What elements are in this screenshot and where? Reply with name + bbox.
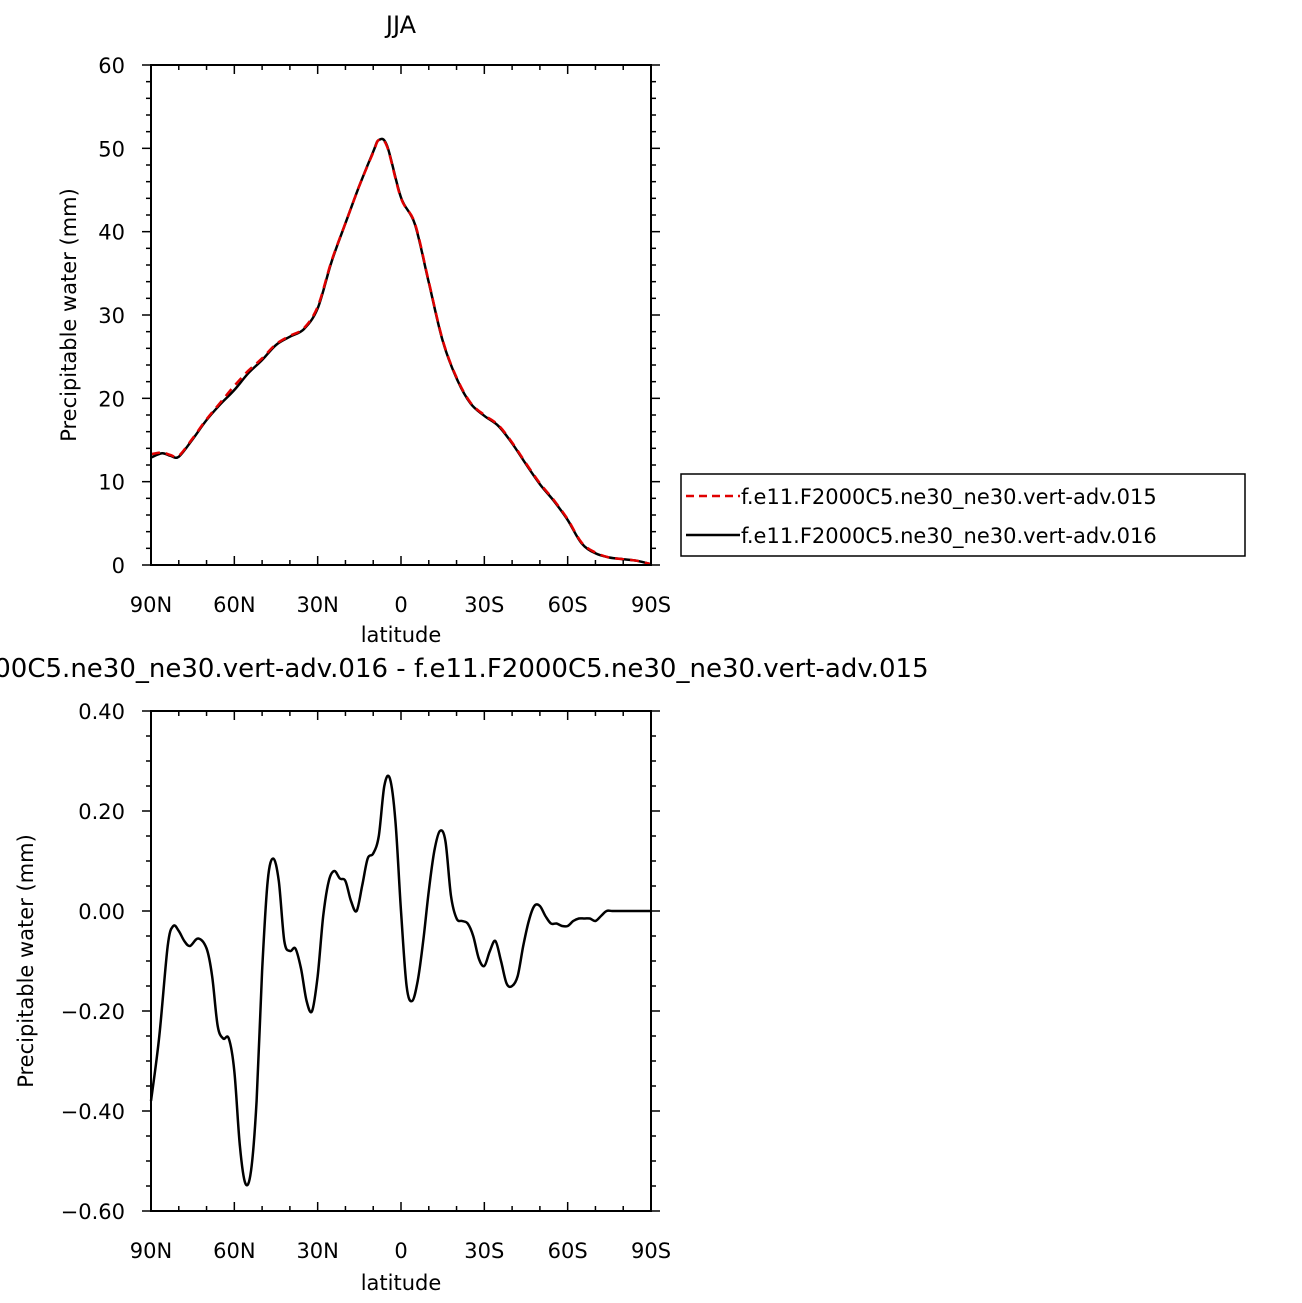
bottom-x-tick-labels: 90N 60N 30N 0 30S 60S 90S: [130, 1239, 671, 1263]
top-y-tick-label: 40: [98, 221, 125, 245]
bot-x-tick-label: 90S: [631, 1239, 671, 1263]
legend-label-015: f.e11.F2000C5.ne30_ne30.vert-adv.015: [741, 485, 1157, 510]
top-x-tick-label: 30N: [296, 593, 338, 617]
bot-x-tick-label: 30S: [464, 1239, 504, 1263]
top-y-tick-labels: 0 10 20 30 40 50 60: [98, 54, 125, 578]
top-x-tick-label: 90S: [631, 593, 671, 617]
bot-y-tick-label: 0.00: [78, 900, 125, 924]
top-x-axis-label: latitude: [361, 623, 442, 647]
top-y-axis-label: Precipitable water (mm): [57, 188, 81, 442]
top-plot-frame: [150, 64, 652, 566]
top-x-tick-label: 90N: [130, 593, 172, 617]
bot-y-tick-label: −0.20: [61, 1000, 125, 1024]
bottom-plot-frame: [150, 710, 652, 1212]
bot-x-tick-label: 90N: [130, 1239, 172, 1263]
top-y-tick-label: 50: [98, 137, 125, 161]
top-x-tick-labels: 90N 60N 30N 0 30S 60S 90S: [130, 593, 671, 617]
bot-series-line-0: [149, 774, 651, 1187]
top-y-tick-label: 30: [98, 304, 125, 328]
bottom-ticks-group: [142, 710, 660, 1212]
bot-x-tick-label: 60N: [213, 1239, 255, 1263]
top-x-tick-label: 60S: [548, 593, 588, 617]
top-panel: JJA 90N 60N 30N 0 30S 60S 90S 0 10 20 30 40 50 60 la…: [57, 11, 671, 647]
bot-y-tick-label: 0.40: [78, 700, 125, 724]
top-y-tick-label: 10: [98, 471, 125, 495]
bottom-y-tick-labels: −0.60 −0.40 −0.20 0.00 0.20 0.40: [61, 700, 125, 1224]
bottom-y-axis-label: Precipitable water (mm): [14, 834, 38, 1088]
bot-y-tick-label: 0.20: [78, 800, 125, 824]
bottom-series-group: [149, 774, 651, 1187]
top-x-tick-label: 60N: [213, 593, 255, 617]
bottom-chart-title: f.e11.F2000C5.ne30_ne30.vert-adv.016 - f…: [0, 654, 929, 684]
bot-x-tick-label: 0: [394, 1239, 407, 1263]
top-y-tick-label: 60: [98, 54, 125, 78]
top-chart-title: JJA: [384, 11, 417, 39]
legend-box: [680, 473, 1246, 557]
top-y-tick-label: 20: [98, 387, 125, 411]
top-x-tick-label: 30S: [464, 593, 504, 617]
bottom-panel: f.e11.F2000C5.ne30_ne30.vert-adv.016 - f…: [0, 654, 929, 1295]
bot-y-tick-label: −0.40: [61, 1100, 125, 1124]
top-y-tick-label: 0: [112, 554, 125, 578]
top-x-tick-label: 0: [394, 593, 407, 617]
bot-x-tick-label: 30N: [296, 1239, 338, 1263]
bot-x-tick-label: 60S: [548, 1239, 588, 1263]
bottom-x-axis-label: latitude: [361, 1271, 442, 1295]
top-series-line-1: [150, 137, 652, 566]
legend-label-016: f.e11.F2000C5.ne30_ne30.vert-adv.016: [741, 524, 1157, 549]
top-series-line-0: [150, 137, 652, 566]
top-ticks-group: [142, 64, 660, 566]
bot-y-tick-label: −0.60: [61, 1200, 125, 1224]
legend: f.e11.F2000C5.ne30_ne30.vert-adv.015 f.e…: [680, 473, 1246, 557]
top-series-group: [150, 137, 652, 566]
